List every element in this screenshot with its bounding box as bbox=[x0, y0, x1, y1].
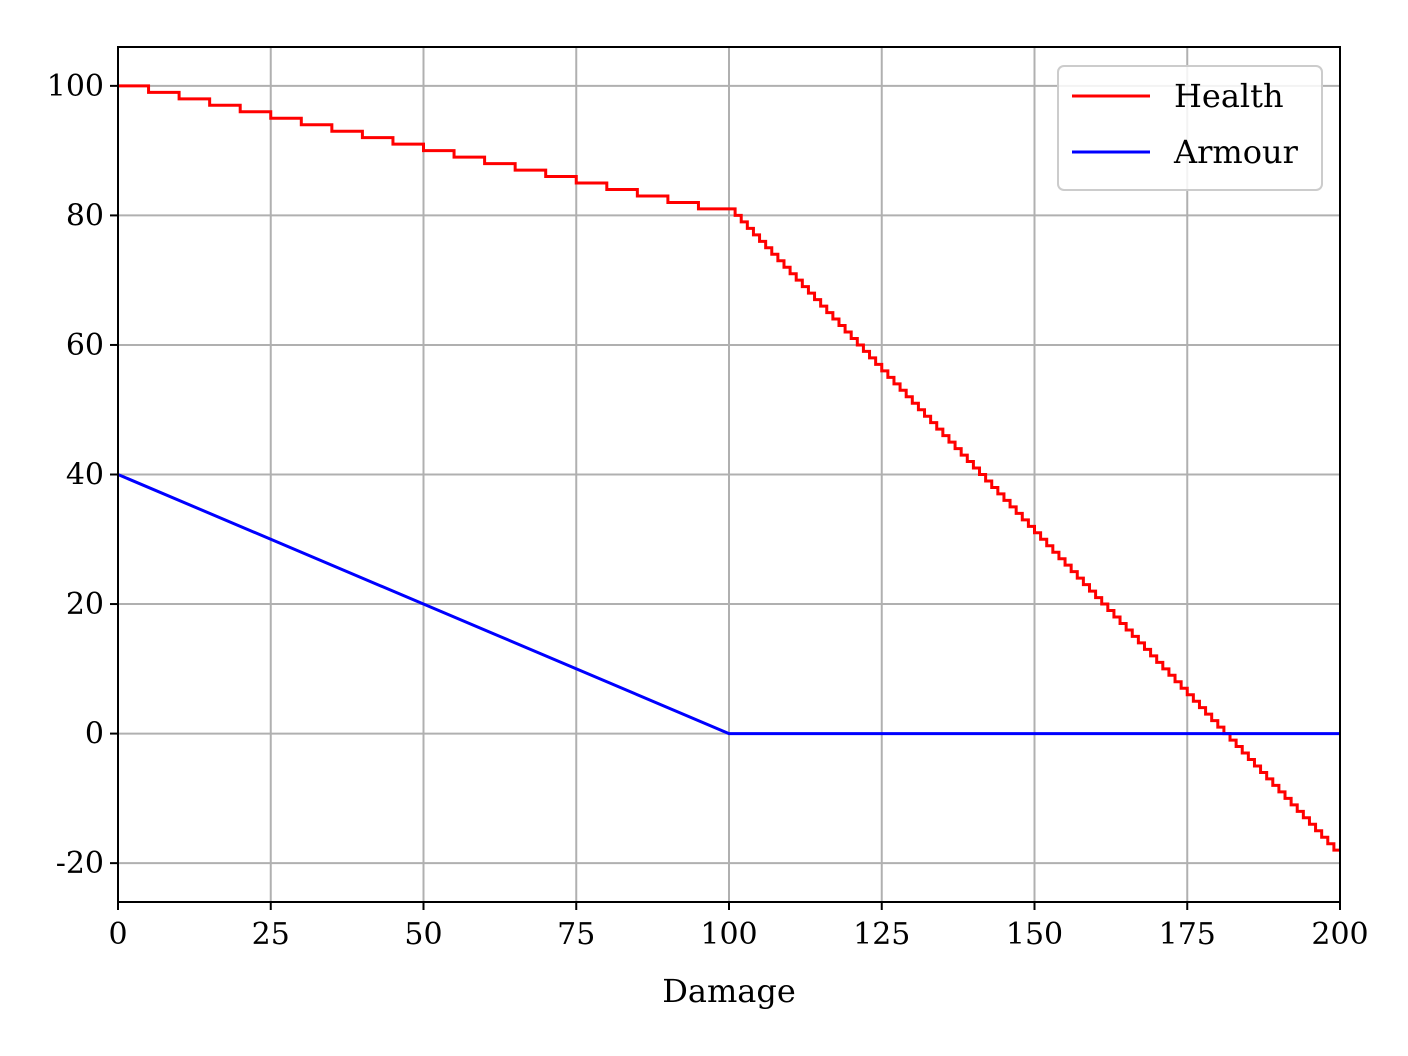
y-tick-label: 60 bbox=[66, 328, 104, 363]
x-tick-label: 25 bbox=[252, 917, 290, 952]
y-tick-label: 80 bbox=[66, 198, 104, 233]
legend-label-health: Health bbox=[1174, 77, 1284, 115]
y-tick-label: 100 bbox=[47, 69, 104, 104]
x-tick-label: 50 bbox=[404, 917, 442, 952]
y-axis-ticks: ‑20 0 20 40 60 80 100 bbox=[47, 69, 118, 881]
x-tick-label: 175 bbox=[1159, 917, 1216, 952]
x-tick-label: 0 bbox=[108, 917, 127, 952]
x-tick-label: 100 bbox=[700, 917, 757, 952]
x-tick-label: 75 bbox=[557, 917, 595, 952]
y-tick-label: ‑20 bbox=[56, 846, 104, 881]
y-tick-label: 40 bbox=[66, 458, 104, 493]
series-line-armour bbox=[118, 473, 1340, 736]
y-tick-label: 0 bbox=[85, 717, 104, 752]
x-tick-label: 200 bbox=[1311, 917, 1368, 952]
legend: Health Armour bbox=[1057, 65, 1323, 191]
x-axis-ticks: 0 25 50 75 100 125 150 175 200 bbox=[108, 902, 1369, 952]
series-line-health bbox=[118, 84, 1340, 852]
x-tick-label: 125 bbox=[853, 917, 910, 952]
legend-label-armour: Armour bbox=[1173, 133, 1299, 171]
series-layer bbox=[118, 84, 1340, 852]
y-tick-label: 20 bbox=[66, 587, 104, 622]
x-tick-label: 150 bbox=[1006, 917, 1063, 952]
x-axis-label: Damage bbox=[662, 972, 796, 1010]
